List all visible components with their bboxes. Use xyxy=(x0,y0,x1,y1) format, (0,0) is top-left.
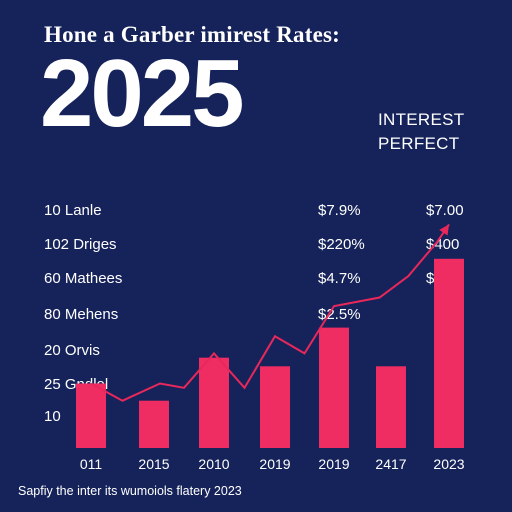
bar xyxy=(76,383,106,448)
x-tick-label: 2023 xyxy=(433,456,465,472)
row-label: 80 Mehens xyxy=(44,306,119,323)
x-tick-label: 011 xyxy=(79,456,103,472)
x-tick-label: 2019 xyxy=(318,456,350,472)
x-tick-label: 2010 xyxy=(198,456,230,472)
bar xyxy=(434,258,464,448)
bar-group xyxy=(76,258,464,448)
x-tick-label: 2417 xyxy=(375,456,407,472)
row-label: 10 Lanle xyxy=(44,202,102,219)
dollar-label: $400 xyxy=(426,236,460,253)
row-label: 10 xyxy=(44,408,61,425)
row-label: 20 Orvis xyxy=(44,342,100,359)
bar xyxy=(139,400,169,448)
bar xyxy=(260,366,290,448)
bar xyxy=(319,327,349,448)
chart-subtitle: Hone a Garber imirest Rates: xyxy=(44,22,341,47)
x-tick-label: 2019 xyxy=(259,456,291,472)
footnote: Sapfiy the inter its wumoiols flatery 20… xyxy=(18,484,242,498)
row-label: 102 Driges xyxy=(44,236,117,253)
row-label: 60 Mathees xyxy=(44,270,123,287)
x-tick-label: 2015 xyxy=(138,456,170,472)
bar xyxy=(199,357,229,448)
percent-label: $4.7% xyxy=(318,270,361,287)
trend-arrowhead xyxy=(439,224,449,236)
percent-label: $220% xyxy=(318,236,365,253)
tagline-line-2: PERFECT xyxy=(378,134,460,153)
tagline-line-1: INTEREST xyxy=(378,110,465,129)
percent-label: $2.5% xyxy=(318,306,361,323)
trend-line xyxy=(90,223,450,402)
dollar-label: $7.00 xyxy=(426,202,464,219)
bar xyxy=(376,366,406,448)
chart-title-year: 2025 xyxy=(40,40,245,147)
percent-label: $7.9% xyxy=(318,202,361,219)
